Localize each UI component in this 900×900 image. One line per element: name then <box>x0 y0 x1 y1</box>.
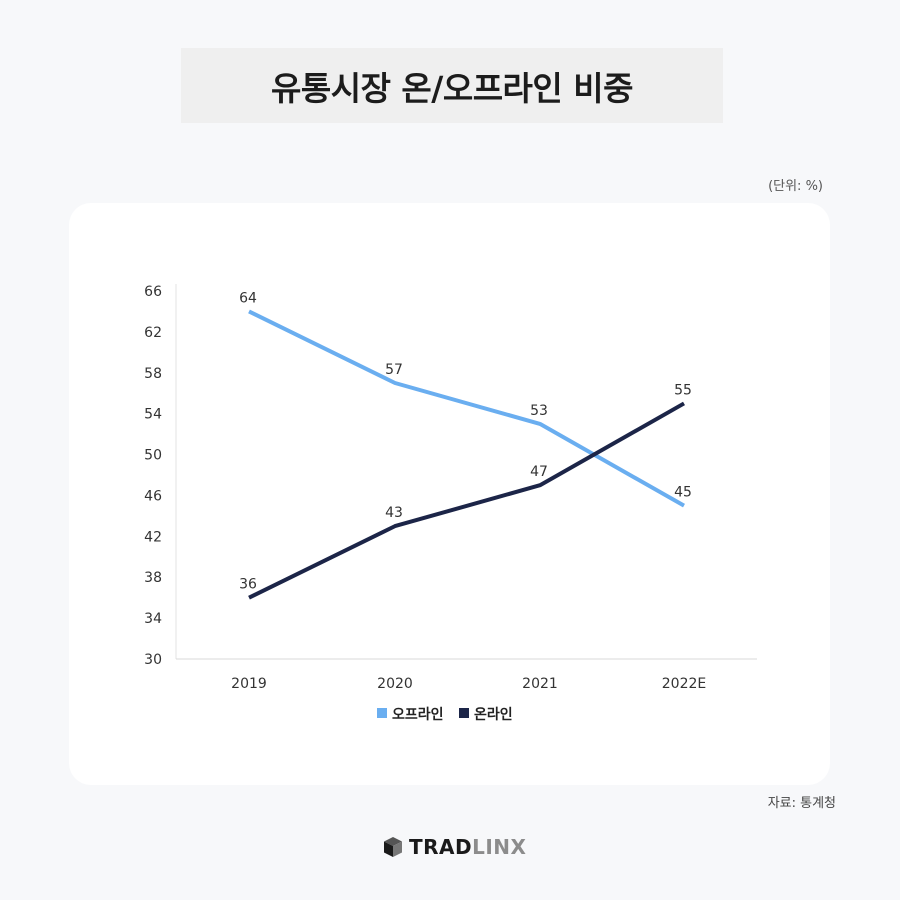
unit-label: (단위: %) <box>768 179 823 194</box>
y-tick-label: 30 <box>144 652 162 668</box>
y-tick-label: 34 <box>144 611 162 627</box>
data-label: 43 <box>385 505 403 521</box>
y-tick-label: 38 <box>144 570 162 586</box>
y-tick-label: 58 <box>144 366 162 382</box>
y-tick-label: 42 <box>144 529 162 545</box>
x-tick-label: 2022E <box>662 676 706 692</box>
brand-logo: TRADLINX <box>383 835 526 859</box>
y-tick-label: 46 <box>144 488 162 504</box>
data-label: 53 <box>530 403 548 419</box>
brand-name-part2: LINX <box>472 835 527 859</box>
data-label: 47 <box>530 464 548 480</box>
source-label: 자료: 통계청 <box>767 796 836 811</box>
brand-name-part1: TRAD <box>409 835 473 859</box>
x-tick-label: 2019 <box>231 676 267 692</box>
line-chart: 30 34 38 42 46 50 54 58 62 66 2019 2020 2021 2022E 64 5… <box>144 284 757 723</box>
y-tick-label: 66 <box>144 284 162 300</box>
legend-swatch <box>459 708 469 718</box>
cube-icon <box>384 837 402 857</box>
online-series-line <box>248 401 685 600</box>
legend-swatch <box>377 708 387 718</box>
page-title: 유통시장 온/오프라인 비중 <box>271 68 634 108</box>
y-tick-label: 62 <box>144 325 162 341</box>
chart-card: 30 34 38 42 46 50 54 58 62 66 2019 2020 2021 2022E 64 5… <box>69 203 830 785</box>
title-banner: 유통시장 온/오프라인 비중 <box>181 48 723 123</box>
data-label: 57 <box>385 362 403 378</box>
data-label: 55 <box>674 382 692 398</box>
legend-label: 온라인 <box>474 706 513 723</box>
legend-label: 오프라인 <box>392 706 444 723</box>
data-label: 64 <box>239 290 257 306</box>
data-label: 36 <box>239 577 257 593</box>
data-label: 45 <box>674 485 692 501</box>
x-tick-label: 2020 <box>377 676 413 692</box>
x-tick-label: 2021 <box>522 676 558 692</box>
offline-series-line <box>248 309 685 508</box>
y-tick-label: 54 <box>144 407 162 423</box>
y-tick-label: 50 <box>144 448 162 464</box>
